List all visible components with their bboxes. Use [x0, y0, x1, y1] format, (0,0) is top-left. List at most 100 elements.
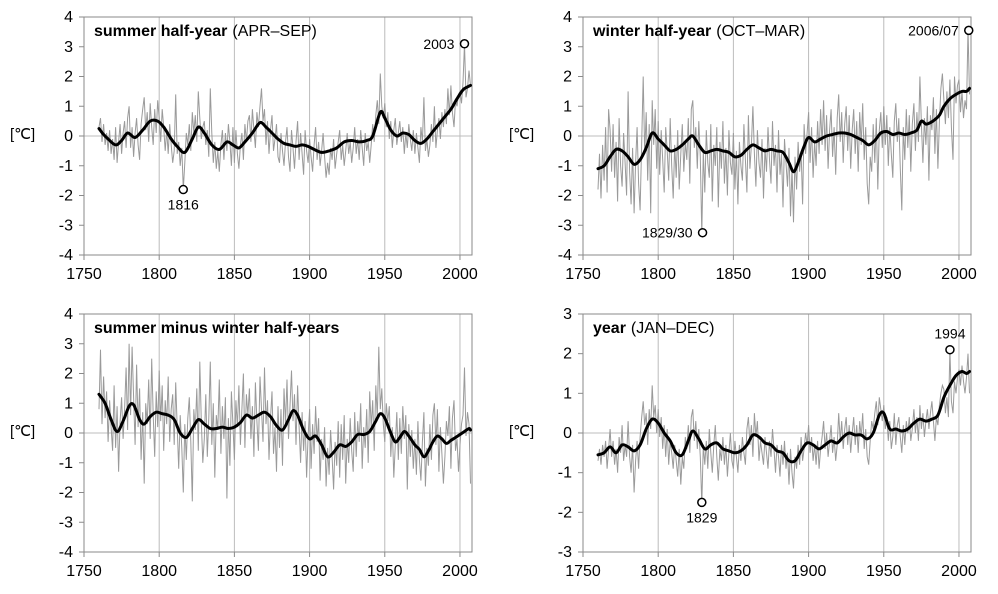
- chart-year: 3 2 1 0 -1 -2 -3 1750 1800 1850 1900 1950 2000 1994 18…: [499, 297, 998, 594]
- chart-title-normal: (JAN–DEC): [630, 320, 715, 337]
- x-tick-label: 2000: [442, 563, 478, 580]
- extreme-year-label: 1816: [168, 197, 199, 213]
- y-tick-label: 1: [563, 98, 572, 115]
- y-axis-unit-label: [℃]: [10, 423, 36, 440]
- annual-series-line: [597, 349, 970, 505]
- x-tick-label: 1900: [791, 563, 827, 580]
- y-tick-label: -4: [59, 544, 73, 561]
- y-tick-label: 4: [64, 9, 73, 26]
- y-tick-label: 4: [64, 306, 73, 323]
- y-tick-label: -1: [59, 158, 73, 175]
- y-tick-label: -3: [558, 217, 572, 234]
- y-tick-label: -3: [59, 514, 73, 531]
- extreme-year-marker: [945, 344, 955, 355]
- y-tick-label: -4: [59, 247, 73, 264]
- annual-series-line: [98, 343, 471, 502]
- x-tick-label: 1900: [292, 563, 328, 580]
- x-tick-label: 1850: [217, 563, 253, 580]
- x-tick-label: 1800: [640, 563, 676, 580]
- x-tick-label: 2000: [941, 563, 977, 580]
- winter-half-year-plot: 4 3 2 1 0 -1 -2 -3 -4 1750 1800 1850 1900 1950 2000 200…: [558, 9, 977, 283]
- extreme-year-label: 2006/07: [908, 22, 959, 38]
- y-tick-label: 4: [563, 9, 572, 26]
- x-tick-label: 1800: [640, 266, 676, 283]
- x-tick-label: 1950: [866, 563, 902, 580]
- summer-half-year-plot: 4 3 2 1 0 -1 -2 -3 -4 1750 1800 1850 1900 1950 2000 200…: [59, 9, 478, 283]
- year-plot: 3 2 1 0 -1 -2 -3 1750 1800 1850 1900 1950 2000 1994 18…: [558, 306, 977, 580]
- y-tick-label: -1: [558, 158, 572, 175]
- y-tick-label: -1: [558, 465, 572, 482]
- smoothed-series-line: [596, 86, 971, 174]
- x-tick-label: 2000: [442, 266, 478, 283]
- smoothed-series-line: [97, 83, 472, 155]
- smoothed-series-line: [596, 369, 971, 464]
- y-tick-label: 3: [64, 336, 73, 353]
- x-tick-label: 1950: [367, 563, 403, 580]
- y-tick-label: 0: [563, 425, 572, 442]
- x-tick-label: 1850: [716, 563, 752, 580]
- y-tick-label: 1: [563, 385, 572, 402]
- y-tick-label: 1: [64, 395, 73, 412]
- extreme-year-marker: [963, 25, 974, 36]
- x-tick-label: 1750: [66, 266, 102, 283]
- extreme-year-label: 2003: [423, 36, 454, 52]
- x-tick-label: 1950: [866, 266, 902, 283]
- smoothed-series-line: [97, 392, 472, 459]
- chart-title-year: year (JAN–DEC): [593, 320, 714, 338]
- extreme-year-marker: [697, 497, 707, 508]
- y-tick-label: 1: [64, 98, 73, 115]
- x-tick-label: 1900: [791, 266, 827, 283]
- y-tick-label: -2: [558, 188, 572, 205]
- y-tick-label: -2: [558, 504, 572, 521]
- x-tick-label: 1800: [141, 266, 177, 283]
- y-tick-label: -2: [59, 188, 73, 205]
- y-tick-label: 3: [563, 39, 572, 56]
- chart-title-normal: (OCT–MAR): [716, 23, 806, 40]
- y-axis-unit-label: [℃]: [509, 423, 535, 440]
- x-tick-label: 2000: [941, 266, 977, 283]
- chart-title-normal: (APR–SEP): [232, 23, 317, 40]
- chart-title-winter: winter half-year (OCT–MAR): [593, 23, 805, 41]
- extreme-year-marker: [697, 227, 708, 238]
- y-tick-label: 0: [563, 128, 572, 145]
- extreme-year-label: 1829/30: [642, 225, 693, 241]
- y-tick-label: -1: [59, 455, 73, 472]
- y-tick-label: 2: [64, 366, 73, 383]
- x-tick-label: 1750: [565, 563, 601, 580]
- chart-title-bold: summer minus winter half-years: [94, 320, 340, 337]
- extreme-year-marker: [178, 184, 189, 195]
- annual-series-line: [597, 28, 970, 235]
- chart-winter-half-year: 4 3 2 1 0 -1 -2 -3 -4 1750 1800 1850 1900 1950 2000 200…: [499, 0, 998, 297]
- summer-minus-winter-plot: 4 3 2 1 0 -1 -2 -3 -4 1750 1800 1850 1900 1950 2000: [59, 306, 478, 580]
- chart-summer-half-year: 4 3 2 1 0 -1 -2 -3 -4 1750 1800 1850 1900 1950 2000 200…: [0, 0, 499, 297]
- extreme-year-label: 1829: [686, 509, 717, 525]
- y-tick-label: -2: [59, 485, 73, 502]
- chart-title-summer: summer half-year (APR–SEP): [94, 23, 317, 41]
- y-tick-label: -3: [558, 544, 572, 561]
- y-tick-label: 0: [64, 128, 73, 145]
- x-tick-label: 1750: [66, 563, 102, 580]
- y-tick-label: 2: [563, 69, 572, 86]
- chart-title-summer-minus-winter: summer minus winter half-years: [94, 320, 344, 338]
- x-tick-label: 1900: [292, 266, 328, 283]
- chart-title-bold: winter half-year: [593, 23, 712, 40]
- y-tick-label: -4: [558, 247, 572, 264]
- y-tick-label: -3: [59, 217, 73, 234]
- y-tick-label: 0: [64, 425, 73, 442]
- y-axis-unit-label: [℃]: [10, 126, 36, 143]
- extreme-year-marker: [459, 39, 470, 49]
- annual-series-line: [98, 43, 471, 190]
- x-tick-label: 1800: [141, 563, 177, 580]
- chart-summer-minus-winter: 4 3 2 1 0 -1 -2 -3 -4 1750 1800 1850 1900 1950 2000 su…: [0, 297, 499, 594]
- chart-title-bold: summer half-year: [94, 23, 228, 40]
- x-tick-label: 1950: [367, 266, 403, 283]
- y-axis-unit-label: [℃]: [509, 126, 535, 143]
- y-tick-label: 2: [64, 69, 73, 86]
- chart-title-bold: year: [593, 320, 626, 337]
- y-tick-label: 2: [563, 346, 572, 363]
- extreme-year-label: 1994: [934, 326, 965, 342]
- x-tick-label: 1850: [716, 266, 752, 283]
- y-tick-label: 3: [563, 306, 572, 323]
- y-tick-label: 3: [64, 39, 73, 56]
